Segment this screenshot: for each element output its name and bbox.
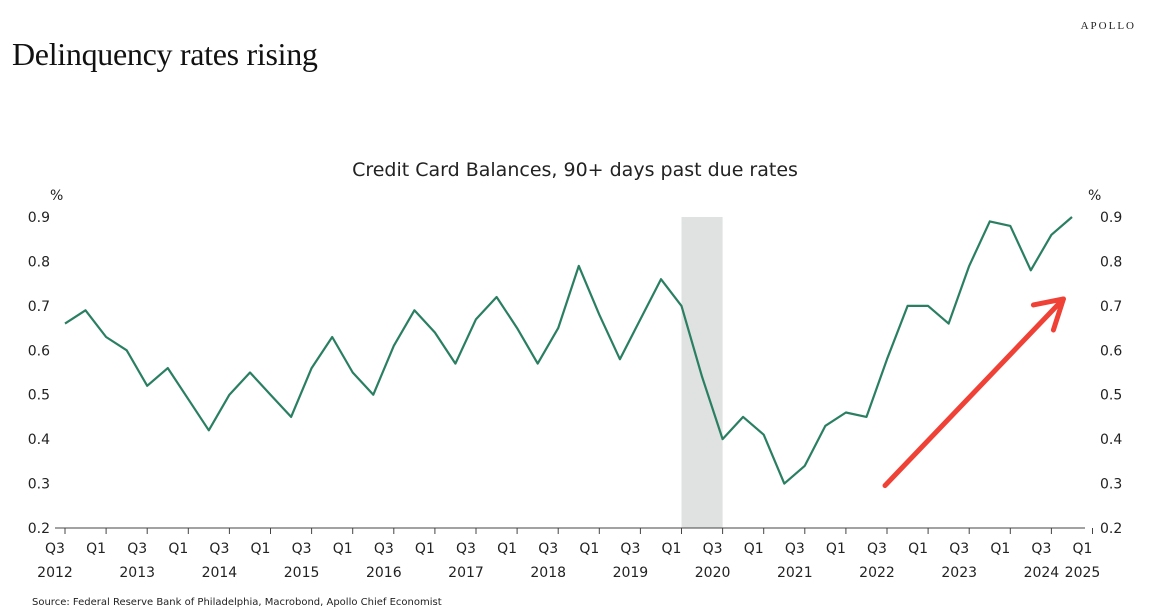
x-tick-quarter: Q3 [374,541,394,557]
x-tick-year: 2020 [695,565,731,581]
x-tick-quarter: Q3 [292,541,312,557]
x-tick-year: 2024 [1024,565,1060,581]
x-tick-year: 2023 [941,565,977,581]
y-tick-label-left: 0.8 [28,254,50,270]
headline: Delinquency rates rising [12,36,318,72]
y-tick-label-right: 0.6 [1100,343,1122,359]
source-note: Source: Federal Reserve Bank of Philadel… [32,597,442,608]
x-tick-quarter: Q3 [867,541,887,557]
x-tick-year: 2016 [366,565,402,581]
x-tick-quarter: Q1 [744,541,764,557]
y-ticks-left: 0.2 0.3 0.4 0.5 0.6 0.7 0.8 0.9 [28,210,50,537]
x-tick-quarter: Q1 [826,541,846,557]
brand-logo: APOLLO [1080,20,1136,32]
y-tick-label-right: 0.3 [1100,477,1122,493]
x-tick-year: 2019 [613,565,649,581]
trend-arrow-head [1030,296,1066,333]
x-tick-year: 2014 [202,565,238,581]
x-tick-year: 2021 [777,565,813,581]
recession-band [681,217,723,528]
series-line [64,216,1073,485]
x-tick-year: 2025 [1065,565,1101,581]
x-tick-quarter: Q3 [1031,541,1051,557]
y-axis-unit-left: % [50,188,63,204]
y-ticks-right: 0.2 0.3 0.4 0.5 0.6 0.7 0.8 0.9 [1100,210,1122,537]
chart-title: Credit Card Balances, 90+ days past due … [352,159,798,181]
x-tick-quarter: Q3 [45,541,65,557]
x-tick-quarter: Q1 [990,541,1010,557]
trend-arrow [882,296,1066,489]
y-tick-label-left: 0.3 [28,477,50,493]
x-tick-quarter: Q3 [785,541,805,557]
y-tick-label-left: 0.9 [28,210,50,226]
x-tick-year: 2012 [37,565,73,581]
x-tick-quarter: Q3 [209,541,229,557]
y-tick-label-right: 0.7 [1100,299,1122,315]
x-tick-quarter: Q1 [1073,541,1093,557]
x-tick-quarter: Q1 [497,541,517,557]
y-tick-label-left: 0.7 [28,299,50,315]
y-tick-label-left: 0.2 [28,521,50,537]
x-tick-quarter: Q1 [579,541,599,557]
x-tick-quarter: Q3 [620,541,640,557]
x-tick-quarter: Q3 [538,541,558,557]
x-tick-year: 2018 [530,565,566,581]
x-tick-quarter: Q1 [86,541,106,557]
y-tick-label-left: 0.6 [28,343,50,359]
x-tick-year: 2013 [119,565,155,581]
y-tick-label-right: 0.8 [1100,254,1122,270]
y-tick-label-right: 0.9 [1100,210,1122,226]
x-tick-quarter: Q1 [908,541,928,557]
x-tick-year: 2017 [448,565,484,581]
x-tick-quarter: Q3 [127,541,147,557]
y-tick-label-right: 0.5 [1100,388,1122,404]
x-tick-quarter: Q1 [251,541,271,557]
x-tick-quarter: Q1 [168,541,188,557]
x-ticks: Q3 2012 Q1 Q3 2013 Q1 Q3 2014 Q1 Q3 2015 Q1 Q3 2016 Q1… [37,528,1100,581]
x-tick-quarter: Q1 [415,541,435,557]
y-tick-label-left: 0.4 [28,432,50,448]
x-tick-quarter: Q1 [333,541,353,557]
x-tick-year: 2015 [284,565,320,581]
x-tick-year: 2022 [859,565,895,581]
x-tick-quarter: Q3 [703,541,723,557]
y-axis-unit-right: % [1088,188,1101,204]
trend-arrow-shaft [882,296,1066,489]
x-tick-quarter: Q3 [949,541,969,557]
x-tick-quarter: Q1 [662,541,682,557]
x-tick-quarter: Q3 [456,541,476,557]
y-tick-label-right: 0.2 [1100,521,1122,537]
y-tick-label-right: 0.4 [1100,432,1122,448]
y-tick-label-left: 0.5 [28,388,50,404]
